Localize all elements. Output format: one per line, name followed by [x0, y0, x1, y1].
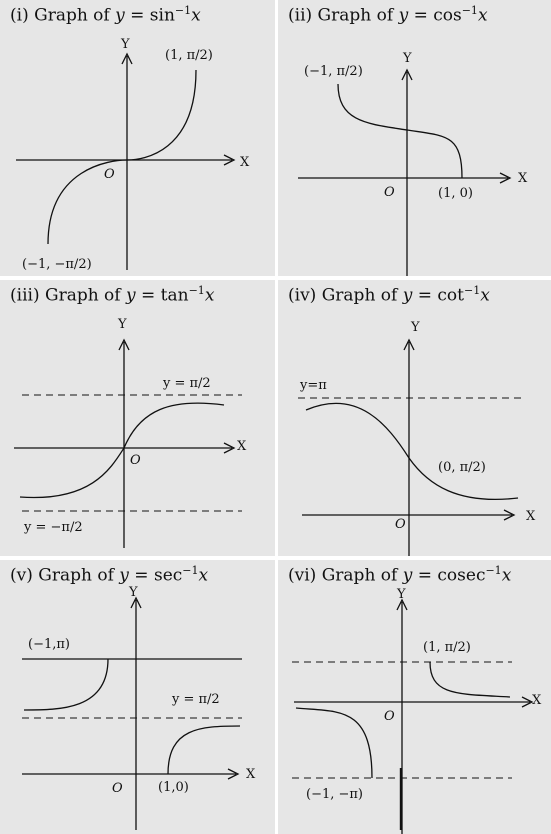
panel-title: (i) Graph of y = sin−1x	[10, 4, 201, 26]
asymptote-label-upper: y = π/2	[162, 376, 211, 391]
arctan-graph: X Y O y = π/2 y = −π/2	[14, 317, 247, 548]
arccosec-curve-left	[295, 707, 373, 779]
panel-title: (v) Graph of y = sec−1x	[10, 564, 209, 586]
arcsec-graph: X Y O (−1,π) y = π/2 (1,0)	[22, 585, 256, 830]
point-label-right: (1, 0)	[438, 186, 473, 201]
panel-title: (iii) Graph of y = tan−1x	[10, 284, 215, 306]
panel-arccot: (iv) Graph of y = cot−1x X Y O y=π (0, π…	[278, 280, 551, 556]
arcsec-curve-left	[23, 658, 109, 711]
panel-arctan: (iii) Graph of y = tan−1x X Y O y = π/2 …	[0, 280, 275, 556]
arcsec-curve-right	[167, 725, 241, 775]
y-axis-label: Y	[410, 320, 420, 335]
point-label-top: (−1,π)	[28, 637, 70, 652]
point-label-mid: (0, π/2)	[438, 460, 486, 475]
origin-label: O	[384, 185, 395, 200]
x-axis-arrow	[223, 154, 236, 166]
panel-title: (vi) Graph of y = cosec−1x	[288, 564, 512, 586]
y-axis-arrow	[396, 598, 408, 611]
panel-arccosec: (vi) Graph of y = cosec−1x X Y O (1, π/2…	[278, 560, 551, 834]
arccos-graph: X Y O (−1, π/2) (1, 0)	[298, 51, 528, 276]
point-label-right: (1,0)	[158, 780, 189, 795]
y-axis-arrow	[121, 52, 133, 65]
arctan-curve	[19, 402, 225, 499]
origin-label: O	[112, 781, 123, 796]
panel-title: (iv) Graph of y = cot−1x	[288, 284, 490, 306]
arcsin-graph: X Y O (1, π/2) (−1, −π/2)	[16, 37, 250, 272]
point-label-bottom: (−1, −π/2)	[22, 257, 92, 272]
asymptote-label-upper: y=π	[299, 378, 327, 393]
arccos-curve	[337, 83, 463, 179]
y-axis-arrow	[130, 596, 142, 609]
arccot-graph: X Y O y=π (0, π/2)	[298, 320, 536, 556]
arcsin-curve	[47, 69, 197, 245]
arccot-curve	[305, 402, 519, 500]
x-axis-arrow	[499, 172, 512, 184]
point-label-top: (−1, π/2)	[304, 64, 363, 79]
origin-label: O	[130, 453, 141, 468]
asymptote-label-lower: y = −π/2	[23, 520, 83, 535]
y-axis-label: Y	[128, 585, 138, 600]
panel-arccos: (ii) Graph of y = cos−1x X Y O (−1, π/2)…	[278, 0, 551, 276]
x-axis-label: X	[526, 509, 536, 524]
x-axis-arrow	[227, 768, 240, 780]
origin-label: O	[104, 167, 115, 182]
origin-label: O	[384, 709, 395, 724]
panel-title: (ii) Graph of y = cos−1x	[288, 4, 488, 26]
panel-arcsin: (i) Graph of y = sin−1x X Y O (1, π/2) (…	[0, 0, 275, 276]
x-axis-label: X	[532, 693, 542, 708]
origin-label: O	[395, 517, 406, 532]
y-axis-arrow	[401, 68, 413, 81]
x-axis-label: X	[237, 439, 247, 454]
y-axis-label: Y	[402, 51, 412, 66]
x-axis-label: X	[518, 171, 528, 186]
y-axis-label: Y	[396, 587, 406, 602]
asymptote-label-mid: y = π/2	[171, 692, 220, 707]
y-axis-label: Y	[120, 37, 130, 52]
x-axis-label: X	[240, 155, 250, 170]
y-axis-arrow	[403, 338, 415, 351]
point-label-top: (1, π/2)	[423, 640, 471, 655]
point-label-top: (1, π/2)	[165, 48, 213, 63]
x-axis-arrow	[521, 696, 534, 708]
x-axis-label: X	[246, 767, 256, 782]
arccosec-graph: X Y O (1, π/2) (−1, −π)	[292, 587, 542, 834]
y-axis-label: Y	[117, 317, 127, 332]
panel-arcsec: (v) Graph of y = sec−1x X Y O (−1,π) y =…	[0, 560, 275, 834]
point-label-bottom: (−1, −π)	[306, 787, 363, 802]
x-axis-arrow	[223, 442, 236, 454]
y-axis-arrow	[118, 338, 130, 351]
arccosec-curve-right	[429, 661, 511, 698]
x-axis-arrow	[503, 509, 516, 521]
